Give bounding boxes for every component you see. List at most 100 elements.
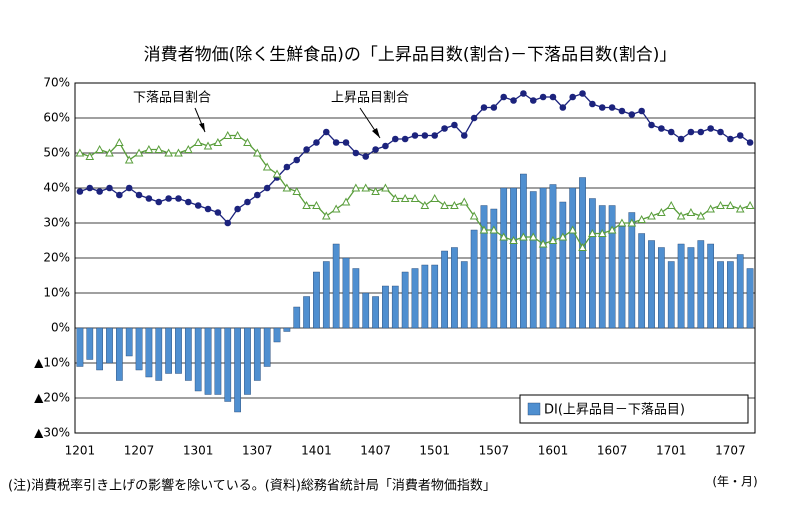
x-tick-label: 1501 (419, 444, 450, 458)
bar (421, 264, 429, 329)
marker (174, 148, 183, 157)
legend-label: DI(上昇品目－下落品目) (544, 403, 685, 418)
x-tick-label: 1201 (65, 444, 96, 458)
marker (726, 200, 735, 209)
marker (569, 93, 576, 101)
y-tick-label: 50% (43, 146, 70, 160)
marker (548, 235, 558, 244)
marker (706, 204, 715, 213)
marker (648, 121, 655, 129)
bar (165, 327, 172, 374)
bar (500, 187, 508, 329)
marker (144, 144, 154, 153)
marker (85, 151, 95, 160)
bar (175, 327, 182, 374)
marker (75, 148, 85, 157)
line (79, 92, 751, 225)
x-tick-label: 1301 (183, 444, 214, 458)
marker (204, 205, 212, 213)
marker (312, 200, 321, 209)
marker (411, 132, 419, 139)
marker (420, 200, 430, 209)
marker (263, 184, 271, 192)
chart-note: (注)消費税率引き上げの影響を除いている。(資料)総務省統計局「消費者物価指数」 (8, 478, 496, 494)
marker (647, 211, 656, 220)
marker (638, 107, 645, 115)
x-tick-label: 1601 (538, 444, 569, 458)
bar (707, 243, 715, 329)
bar (411, 268, 419, 329)
marker (607, 225, 617, 234)
marker (470, 114, 478, 122)
bar (155, 327, 163, 381)
marker (510, 97, 517, 104)
bar (313, 271, 320, 329)
marker (727, 135, 734, 143)
marker (687, 128, 695, 136)
marker (341, 197, 351, 206)
bar (106, 327, 113, 364)
bar (598, 205, 606, 329)
bar (687, 247, 695, 329)
marker (302, 200, 311, 209)
marker (410, 193, 420, 202)
marker (539, 93, 547, 101)
bar (441, 250, 448, 329)
marker (372, 146, 379, 153)
bar (460, 261, 468, 329)
bar (451, 247, 458, 329)
bar (391, 285, 399, 329)
marker (450, 200, 459, 209)
x-axis-label: (年・月) (712, 475, 757, 489)
marker (500, 93, 507, 101)
marker (283, 163, 291, 171)
marker (421, 132, 429, 139)
marker (371, 186, 380, 195)
x-tick-label: 1507 (479, 444, 510, 458)
marker (617, 218, 627, 227)
marker (272, 169, 282, 178)
bar (638, 233, 646, 329)
marker (489, 225, 499, 234)
bar (234, 327, 241, 413)
marker (223, 130, 233, 139)
marker (224, 219, 232, 227)
marker (391, 135, 399, 143)
marker (529, 97, 537, 104)
bar (746, 268, 754, 329)
marker (76, 188, 84, 195)
marker (519, 232, 528, 241)
marker (459, 197, 469, 206)
bar (293, 306, 301, 329)
marker (558, 232, 568, 241)
chart-title: 消費者物価(除く生鮮食品)の「上昇品目数(割合)－下落品目数(割合)」 (144, 45, 677, 65)
bar (244, 327, 251, 395)
marker (293, 156, 301, 164)
arrow-head (372, 128, 380, 138)
bar (520, 173, 527, 329)
marker (362, 153, 370, 160)
y-tick-label: ▲20% (34, 391, 70, 405)
marker (262, 162, 272, 171)
marker (194, 202, 202, 209)
bar (579, 177, 586, 329)
bar (224, 327, 232, 402)
marker (431, 132, 439, 139)
marker (313, 139, 320, 146)
marker (745, 200, 755, 209)
bar (362, 292, 370, 329)
marker (549, 93, 557, 101)
marker (401, 135, 409, 143)
bar (382, 285, 389, 329)
marker (134, 148, 144, 157)
marker (677, 135, 685, 143)
marker (351, 183, 361, 192)
bar (204, 327, 212, 395)
marker (469, 211, 479, 220)
marker (735, 204, 745, 213)
marker (696, 211, 706, 220)
bar (569, 187, 577, 329)
marker (441, 125, 448, 132)
marker (618, 107, 626, 115)
